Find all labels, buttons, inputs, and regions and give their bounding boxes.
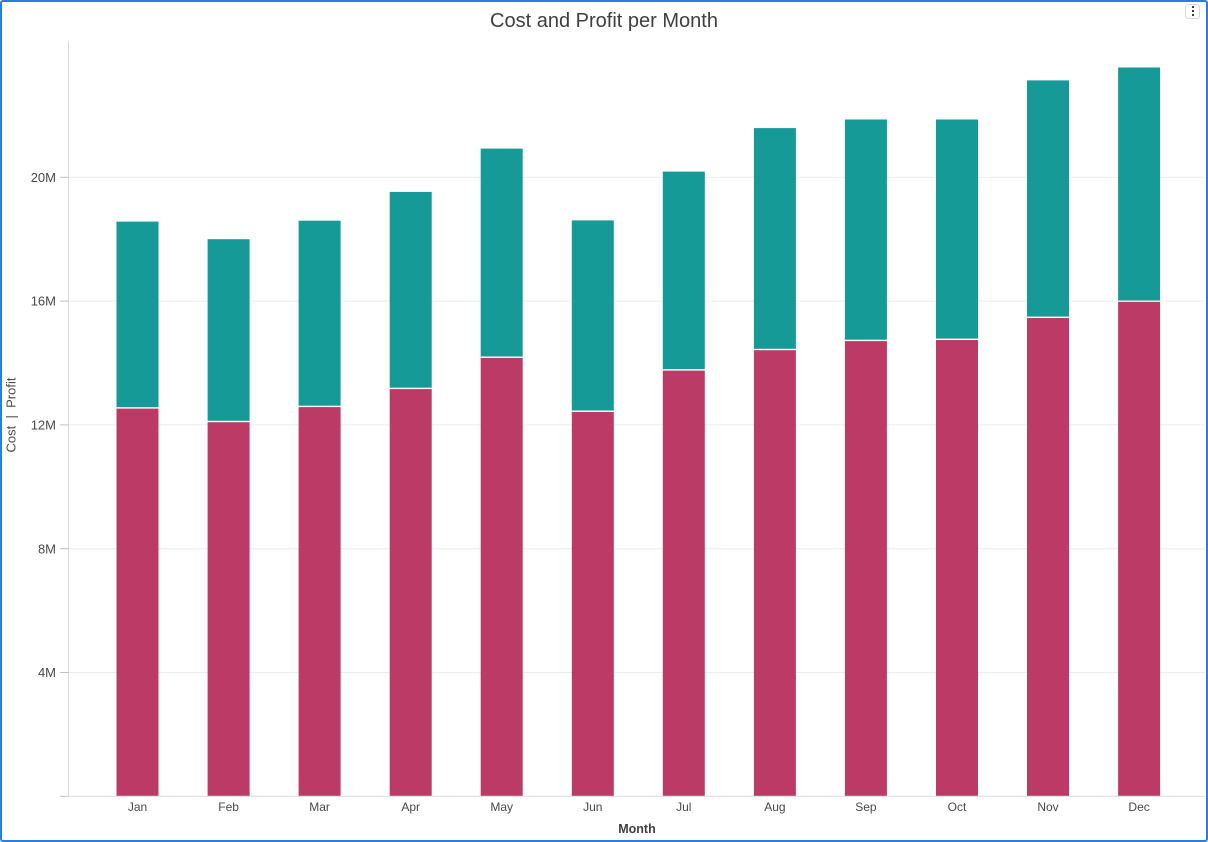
svg-text:Nov: Nov bbox=[1037, 800, 1058, 814]
svg-text:Sep: Sep bbox=[855, 800, 877, 814]
svg-text:May: May bbox=[490, 800, 513, 814]
svg-text:Jun: Jun bbox=[583, 800, 602, 814]
svg-text:8M: 8M bbox=[38, 541, 56, 556]
svg-text:20M: 20M bbox=[31, 170, 56, 185]
svg-text:Dec: Dec bbox=[1128, 800, 1149, 814]
svg-text:Jan: Jan bbox=[128, 800, 147, 814]
svg-text:Cost | Profit: Cost | Profit bbox=[4, 377, 19, 452]
svg-text:16M: 16M bbox=[31, 294, 56, 309]
svg-text:Apr: Apr bbox=[401, 800, 420, 814]
svg-text:Aug: Aug bbox=[764, 800, 785, 814]
svg-text:Feb: Feb bbox=[218, 800, 239, 814]
svg-text:Month: Month bbox=[618, 822, 655, 836]
svg-text:12M: 12M bbox=[31, 418, 56, 433]
svg-text:Oct: Oct bbox=[948, 800, 967, 814]
svg-text:Mar: Mar bbox=[309, 800, 330, 814]
svg-text:4M: 4M bbox=[38, 665, 56, 680]
svg-text:Jul: Jul bbox=[676, 800, 691, 814]
